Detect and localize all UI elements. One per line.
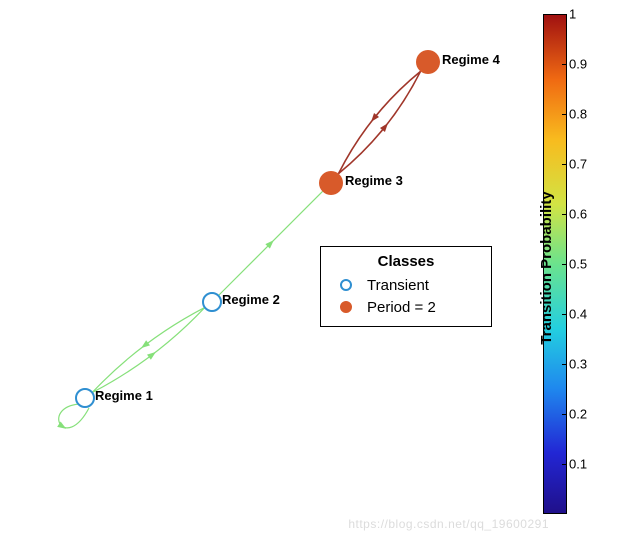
- legend-marker-icon: [340, 301, 352, 313]
- colorbar-tick-mark: [562, 464, 567, 465]
- node-label-r3: Regime 3: [345, 173, 403, 188]
- legend-item-label: Period = 2: [367, 299, 436, 316]
- node-r4: [416, 50, 440, 74]
- edge-arrow: [141, 340, 150, 348]
- node-r3: [319, 171, 343, 195]
- legend-item-period2: Period = 2: [331, 296, 481, 318]
- colorbar-tick-label: 0.5: [569, 257, 587, 272]
- colorbar-tick-label: 1: [569, 7, 576, 22]
- colorbar-label: Transition Probability: [538, 191, 555, 344]
- colorbar-tick-mark: [562, 214, 567, 215]
- colorbar-tick-label: 0.4: [569, 307, 587, 322]
- legend-marker-icon: [340, 279, 352, 291]
- colorbar-tick-label: 0.6: [569, 207, 587, 222]
- colorbar-tick-mark: [562, 364, 567, 365]
- legend-title: Classes: [331, 253, 481, 270]
- node-r1: [76, 389, 94, 407]
- colorbar-tick-mark: [562, 264, 567, 265]
- colorbar-tick-mark: [562, 114, 567, 115]
- colorbar-tick-mark: [562, 64, 567, 65]
- colorbar-tick-mark: [562, 14, 567, 15]
- figure-container: Regime 1 Regime 2 Regime 3 Regime 4 Classes…: [0, 0, 629, 535]
- node-label-r1: Regime 1: [95, 388, 153, 403]
- node-label-r2: Regime 2: [222, 292, 280, 307]
- watermark-text: https://blog.csdn.net/qq_19600291: [348, 517, 549, 531]
- node-r2: [203, 293, 221, 311]
- colorbar-tick-label: 0.3: [569, 357, 587, 372]
- edge-arrow: [147, 352, 156, 360]
- edge-r4-r3: [339, 71, 421, 173]
- legend-item-transient: Transient: [331, 274, 481, 296]
- edge-arrow: [57, 421, 66, 428]
- colorbar-tick-label: 0.1: [569, 457, 587, 472]
- colorbar-tick-mark: [562, 314, 567, 315]
- edge-r3-r4: [339, 71, 421, 173]
- node-label-r4: Regime 4: [442, 52, 500, 67]
- edge-r1-r2: [92, 307, 205, 392]
- edge-r2-r1: [92, 307, 205, 392]
- legend-box: Classes Transient Period = 2: [320, 246, 492, 327]
- legend-item-label: Transient: [367, 277, 429, 294]
- colorbar-tick-label: 0.8: [569, 107, 587, 122]
- colorbar-tick-mark: [562, 414, 567, 415]
- colorbar-tick-label: 0.9: [569, 57, 587, 72]
- colorbar-tick-label: 0.7: [569, 157, 587, 172]
- colorbar-ticks: 0.10.20.30.40.50.60.70.80.91: [569, 14, 595, 514]
- colorbar-tick-mark: [562, 164, 567, 165]
- colorbar-tick-label: 0.2: [569, 407, 587, 422]
